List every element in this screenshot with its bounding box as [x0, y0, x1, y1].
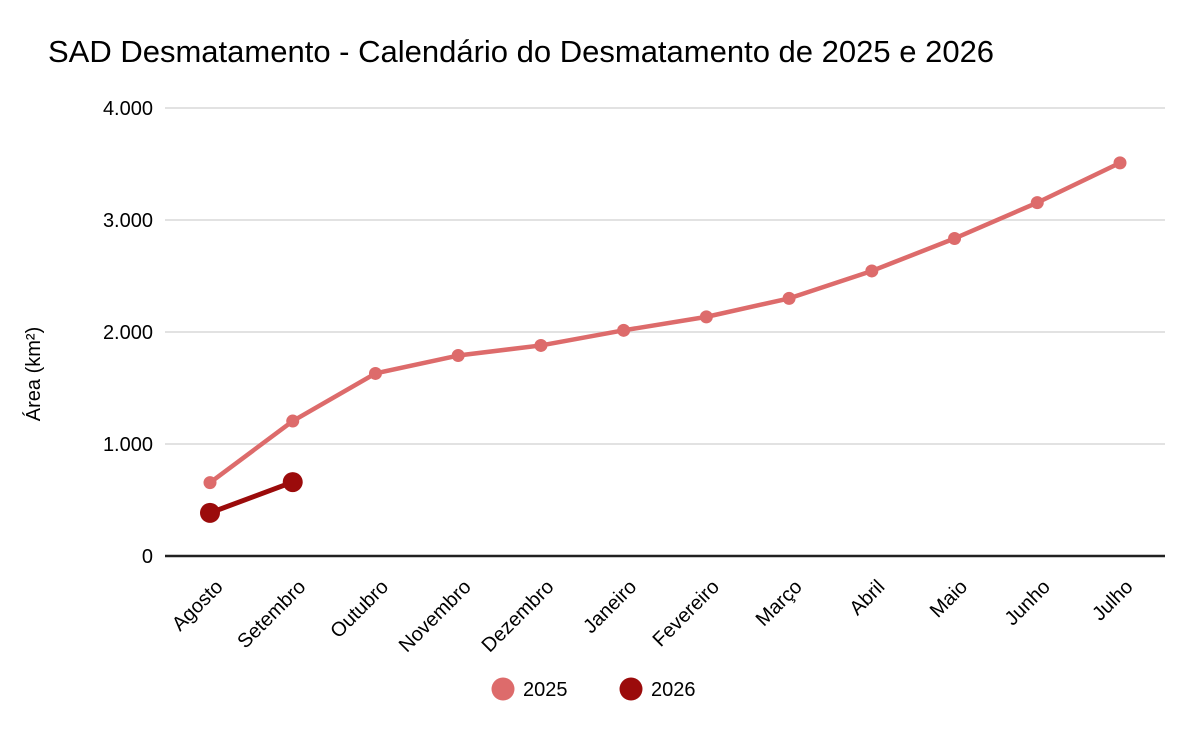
- series-2025-point: [782, 291, 796, 305]
- x-tick-label: Fevereiro: [649, 576, 724, 651]
- series-2025-point: [948, 231, 962, 245]
- chart-title: SAD Desmatamento - Calendário do Desmata…: [48, 34, 995, 69]
- x-tick-label: Junho: [1001, 576, 1055, 630]
- y-axis-title: Área (km²): [22, 327, 45, 421]
- legend-swatch-2026: [619, 677, 643, 701]
- x-tick-label: Novembro: [395, 576, 476, 657]
- legend-swatch-2025: [491, 677, 515, 701]
- series-2026-point: [200, 502, 220, 523]
- x-tick-label: Março: [752, 576, 807, 631]
- series-2025-point: [617, 323, 631, 337]
- x-tick-label: Abril: [846, 576, 890, 620]
- legend-label-2025: 2025: [523, 679, 568, 701]
- x-tick-label: Outubro: [326, 576, 393, 643]
- x-tick-label: Julho: [1088, 576, 1137, 625]
- x-tick-label: Agosto: [168, 576, 228, 636]
- x-tick-label: Maio: [926, 576, 972, 622]
- series-2025-point: [286, 414, 300, 428]
- series-2026-point: [282, 472, 303, 493]
- series-2025-point: [368, 366, 382, 380]
- y-tick-label: 0: [142, 546, 153, 568]
- series-2025-line: [207, 160, 1123, 485]
- series-2025-point: [203, 476, 217, 490]
- x-tick-label: Janeiro: [579, 576, 641, 638]
- y-tick-label: 4.000: [103, 98, 153, 120]
- legend-label-2026: 2026: [651, 679, 696, 701]
- series-2025-point: [534, 338, 548, 352]
- x-tick-label: Dezembro: [478, 576, 559, 657]
- series-2025-point: [451, 349, 465, 363]
- y-tick-label: 2.000: [103, 322, 153, 344]
- series-2025-point: [1113, 156, 1127, 170]
- series-2025-point: [865, 264, 879, 278]
- series-2025-point: [1030, 196, 1044, 210]
- y-tick-label: 3.000: [103, 210, 153, 232]
- series-2025-point: [699, 310, 713, 324]
- x-tick-label: Setembro: [233, 576, 310, 653]
- series-2026-line: [207, 479, 296, 516]
- y-tick-label: 1.000: [103, 434, 153, 456]
